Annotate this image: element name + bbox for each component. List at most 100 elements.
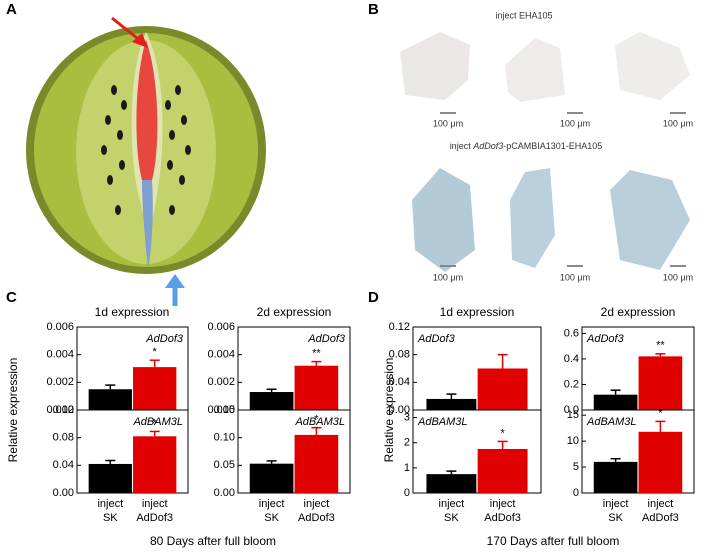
y-tick-label: 0.004 [207, 349, 235, 361]
y-tick-label: 3 [404, 411, 410, 423]
panel-label: A [6, 1, 17, 18]
bar [426, 474, 477, 493]
column-title: 2d expression [257, 305, 332, 319]
x-tick-label: SK [608, 512, 623, 524]
panel-label: D [368, 289, 379, 306]
significance: ** [312, 347, 321, 359]
y-axis-label: Relative expression [6, 358, 20, 463]
y-tick-label: 0.00 [389, 404, 410, 416]
y-tick-label: 0.15 [214, 404, 235, 416]
significance: * [658, 407, 663, 419]
y-tick-label: 2 [404, 437, 410, 449]
y-tick-label: 0.10 [214, 432, 235, 444]
plot-frame [237, 409, 351, 494]
significance: * [153, 417, 158, 429]
scale-bar-label: 100 μm [560, 272, 590, 282]
x-tick-label: AdDof3 [298, 512, 335, 524]
panel-label: B [368, 1, 379, 18]
x-tick-label: SK [264, 512, 279, 524]
x-tick-label: AdDof3 [484, 512, 521, 524]
y-tick-label: 0.05 [214, 459, 235, 471]
scale-bar-label: 100 μm [663, 272, 693, 282]
image-caption: inject AdDof3-pCAMBIA1301-EHA105 [450, 141, 603, 151]
y-tick-label: 0 [404, 487, 410, 499]
y-tick-label: 0.6 [564, 327, 579, 339]
bar [249, 463, 294, 493]
bar [88, 389, 132, 410]
y-tick-label: 0.12 [53, 404, 74, 416]
bar [294, 365, 339, 410]
gene-label: AdBAM3L [294, 416, 345, 428]
y-tick-label: 0.000 [46, 404, 74, 416]
x-tick-label: inject [490, 498, 516, 510]
column-title: 2d expression [601, 305, 676, 319]
x-tick-label: inject [648, 498, 674, 510]
y-tick-label: 0.006 [207, 321, 235, 333]
x-tick-label: inject [97, 498, 123, 510]
column-title: 1d expression [440, 305, 515, 319]
y-tick-label: 0.000 [207, 404, 235, 416]
y-tick-label: 0.00 [53, 487, 74, 499]
bar [638, 431, 683, 493]
bar [294, 434, 339, 493]
x-axis-label: 170 Days after full bloom [487, 534, 620, 548]
x-tick-label: AdDof3 [136, 512, 173, 524]
y-tick-label: 0.08 [389, 349, 410, 361]
y-tick-label: 0.4 [564, 353, 579, 365]
bar [426, 398, 477, 410]
y-tick-label: 0 [573, 487, 579, 499]
plot-frame [581, 409, 695, 494]
x-tick-label: inject [259, 498, 285, 510]
significance: * [153, 346, 158, 358]
gene-label: AdDof3 [145, 333, 184, 345]
bar [593, 394, 638, 410]
y-tick-label: 0.004 [46, 349, 74, 361]
significance: ** [656, 340, 665, 352]
y-tick-label: 0.00 [214, 487, 235, 499]
bar [477, 448, 528, 493]
y-tick-label: 0.04 [389, 376, 410, 388]
y-tick-label: 10 [567, 435, 579, 447]
x-tick-label: inject [142, 498, 168, 510]
gene-label: AdDof3 [307, 333, 346, 345]
panel-label: C [6, 289, 17, 306]
y-tick-label: 1 [404, 462, 410, 474]
column-title: 1d expression [95, 305, 170, 319]
x-tick-label: SK [444, 512, 459, 524]
y-tick-label: 15 [567, 409, 579, 421]
bar [133, 367, 177, 410]
significance: * [500, 427, 505, 439]
plot-frame [412, 409, 542, 494]
caption-part: inject [450, 141, 474, 151]
gene-label: AdBAM3L [417, 416, 468, 428]
y-tick-label: 0.0 [564, 404, 579, 416]
y-tick-label: 0.006 [46, 321, 74, 333]
y-axis-label: Relative expression [382, 358, 396, 463]
bar [249, 392, 294, 410]
image-caption: inject EHA105 [495, 10, 552, 20]
caption-gene: AdDof3 [472, 141, 503, 151]
y-tick-label: 0.12 [389, 321, 410, 333]
y-tick-label: 0.002 [46, 376, 74, 388]
gene-label: AdBAM3L [132, 416, 183, 428]
gene-label: AdBAM3L [586, 416, 637, 428]
scale-bar-label: 100 μm [433, 118, 463, 128]
bar [133, 436, 177, 493]
bar [477, 368, 528, 410]
bar [593, 461, 638, 493]
x-tick-label: inject [304, 498, 330, 510]
x-tick-label: inject [439, 498, 465, 510]
bar [88, 463, 132, 493]
scale-bar-label: 100 μm [560, 118, 590, 128]
gene-label: AdDof3 [586, 333, 625, 345]
kiwi-image [26, 16, 266, 306]
significance: * [314, 414, 319, 426]
y-tick-label: 0.002 [207, 376, 235, 388]
scale-bar-label: 100 μm [433, 272, 463, 282]
y-tick-label: 0.08 [53, 432, 74, 444]
y-tick-label: 5 [573, 461, 579, 473]
x-tick-label: AdDof3 [642, 512, 679, 524]
plot-frame [76, 409, 189, 494]
x-axis-label: 80 Days after full bloom [150, 534, 276, 548]
